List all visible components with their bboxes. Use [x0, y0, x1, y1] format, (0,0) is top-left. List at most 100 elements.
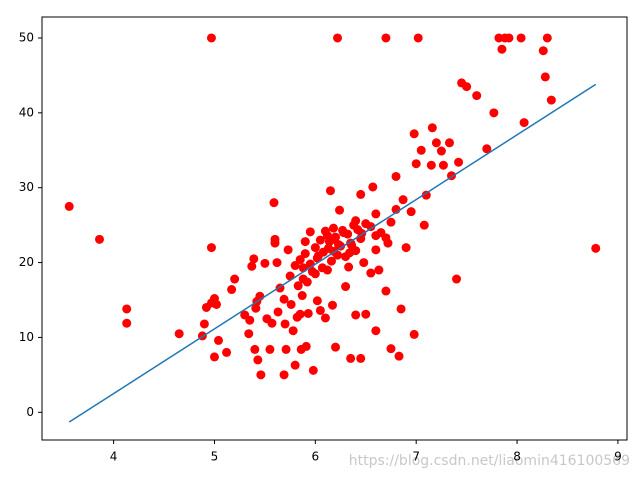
point	[351, 310, 361, 320]
point	[206, 33, 216, 43]
plot-area	[64, 33, 601, 423]
point	[426, 160, 436, 170]
point	[327, 300, 337, 310]
point	[310, 243, 320, 253]
point	[386, 217, 396, 227]
point	[396, 304, 406, 314]
point	[326, 256, 336, 266]
point	[251, 303, 261, 313]
point	[409, 329, 419, 339]
x-tick-label: 4	[110, 450, 118, 464]
point	[320, 313, 330, 323]
y-tick-label: 30	[19, 180, 34, 194]
point	[331, 342, 341, 352]
point	[209, 352, 219, 362]
point	[504, 33, 514, 43]
point	[313, 251, 323, 261]
y-tick-label: 0	[26, 405, 34, 419]
point	[359, 258, 369, 268]
point	[279, 370, 289, 380]
point	[244, 329, 254, 339]
point	[253, 355, 263, 365]
point	[416, 145, 426, 155]
point	[286, 299, 296, 309]
point	[290, 360, 300, 370]
point	[538, 46, 548, 56]
point	[497, 44, 507, 54]
point	[346, 353, 356, 363]
point	[374, 265, 384, 275]
point	[546, 95, 556, 105]
regression-line	[68, 83, 597, 423]
point	[298, 274, 308, 284]
point	[386, 344, 396, 354]
point	[540, 72, 550, 82]
point	[519, 118, 529, 128]
x-tick-label: 8	[513, 450, 521, 464]
point	[323, 243, 333, 253]
point	[398, 195, 408, 205]
point	[411, 159, 421, 169]
point	[273, 307, 283, 317]
point	[269, 198, 279, 208]
point	[438, 160, 448, 170]
point	[334, 240, 344, 250]
point	[391, 171, 401, 181]
point	[394, 351, 404, 361]
point	[265, 344, 275, 354]
point	[256, 370, 266, 380]
point	[305, 227, 315, 237]
x-tick-label: 5	[211, 450, 219, 464]
point	[338, 225, 348, 235]
point	[436, 146, 446, 156]
point	[222, 347, 232, 357]
point	[401, 243, 411, 253]
point	[295, 309, 305, 319]
point	[300, 249, 310, 259]
watermark: https://blog.csdn.net/liaomin416100569	[349, 453, 630, 469]
point	[356, 353, 366, 363]
point	[283, 245, 293, 255]
point	[230, 274, 240, 284]
point	[419, 220, 429, 230]
y-tick-label: 20	[19, 255, 34, 269]
x-tick-label: 7	[412, 450, 420, 464]
point	[452, 274, 462, 284]
point	[297, 291, 307, 301]
point	[462, 82, 472, 92]
point	[431, 138, 441, 148]
point	[301, 341, 311, 351]
point	[366, 222, 376, 232]
y-tick-label: 10	[19, 330, 34, 344]
point	[413, 33, 423, 43]
point	[328, 223, 338, 233]
point	[542, 33, 552, 43]
point	[211, 299, 221, 309]
point	[482, 144, 492, 154]
point	[317, 263, 327, 273]
point	[267, 318, 277, 328]
point	[270, 238, 280, 248]
point	[371, 326, 381, 336]
point	[272, 258, 282, 268]
point	[472, 91, 482, 101]
point	[206, 243, 216, 253]
x-tick-label: 9	[614, 450, 622, 464]
point	[325, 186, 335, 196]
point	[290, 261, 300, 271]
point	[303, 308, 313, 318]
point	[409, 129, 419, 139]
point	[371, 245, 381, 255]
y-tick-label: 40	[19, 105, 34, 119]
point	[381, 286, 391, 296]
point	[351, 216, 361, 226]
point	[345, 248, 355, 258]
point	[333, 250, 343, 260]
point	[245, 315, 255, 325]
y-tick-label: 50	[19, 30, 34, 44]
point	[591, 243, 601, 253]
point	[361, 309, 371, 319]
point	[295, 255, 305, 265]
point	[293, 281, 303, 291]
